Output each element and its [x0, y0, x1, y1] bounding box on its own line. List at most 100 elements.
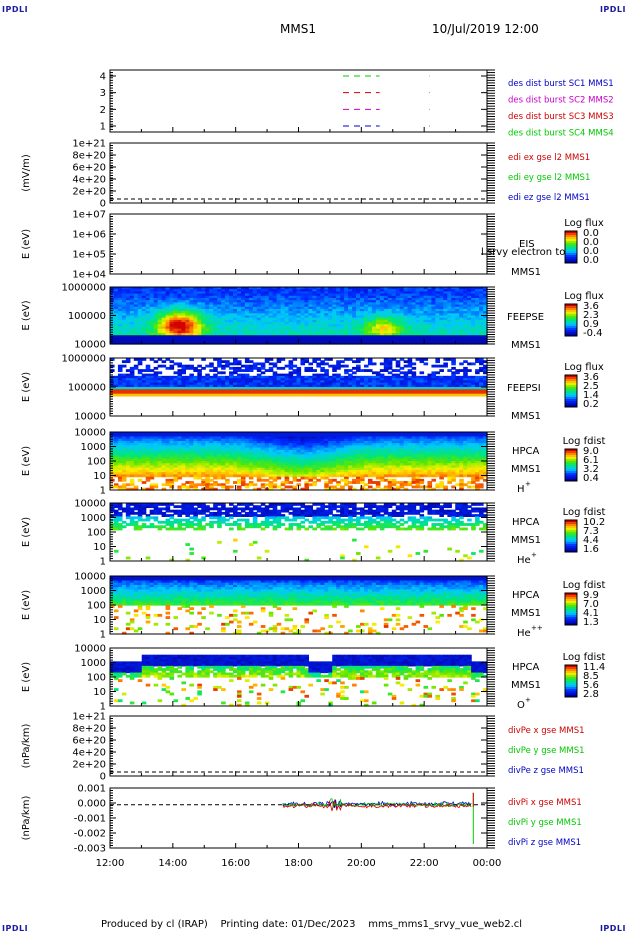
spectrogram-cell: [229, 474, 234, 477]
y-axis-label: E (eV): [21, 229, 32, 259]
spectrogram-cell: [185, 481, 190, 484]
spectrogram-cell: [285, 394, 290, 397]
spectrogram-cell: [332, 394, 337, 397]
spectrogram-cell: [225, 365, 230, 368]
spectrogram-cell: [130, 394, 135, 397]
spectrogram-cell: [225, 394, 230, 397]
spectrogram-cell: [181, 474, 186, 477]
legend-label: edi ez gse l2 MMS1: [508, 193, 590, 203]
spectrogram-cell: [368, 369, 373, 372]
spectrogram-cell: [185, 394, 190, 397]
spectrogram-cell: [241, 394, 246, 397]
spectrogram-cell: [237, 474, 242, 477]
spectrogram-cell: [173, 479, 178, 482]
spectrogram-cell: [122, 360, 127, 363]
spectrogram-cell: [221, 477, 226, 480]
spectrogram-cell: [177, 365, 182, 368]
spectrogram-cell: [237, 369, 242, 372]
spectrogram-cell: [304, 394, 309, 397]
spectrogram-cell: [237, 394, 242, 397]
spectrogram-cell: [217, 371, 222, 374]
spectrogram-cell: [265, 394, 270, 397]
y-tick-label: 10000: [74, 340, 106, 351]
spectrogram-cell: [300, 394, 305, 397]
spectrogram-cell: [221, 394, 226, 397]
spectrogram-cell: [384, 394, 389, 397]
spectrogram-cell: [297, 394, 302, 397]
spectrogram-cell: [388, 394, 393, 397]
spectrogram-cell: [459, 362, 464, 365]
spectrogram-cell: [197, 394, 202, 397]
spectrogram-cell: [146, 394, 151, 397]
spectrogram-cell: [427, 394, 432, 397]
spectrogram-cell: [245, 474, 250, 477]
panel-frame: [110, 70, 487, 132]
colorbar-tick-label: 0.0: [583, 255, 599, 266]
spectrogram-cell: [245, 394, 250, 397]
spectrogram-cell: [336, 367, 341, 370]
spectrogram-cell: [420, 371, 425, 374]
spectrogram-cell: [463, 394, 468, 397]
spectrogram-cell: [233, 362, 238, 365]
spectrogram-cell: [158, 371, 163, 374]
spectrogram-cell: [126, 394, 131, 397]
spectrogram-cell: [352, 367, 357, 370]
spectrogram-cell: [364, 369, 369, 372]
legend-label: edi ex gse l2 MMS1: [508, 153, 590, 163]
y-tick-label: 1e+06: [72, 230, 106, 241]
spectrogram-cell: [360, 369, 365, 372]
spectrogram-cell: [229, 367, 234, 370]
spectrogram-cell: [328, 394, 333, 397]
spectrogram-cell: [261, 371, 266, 374]
spectrogram-cell: [122, 479, 127, 482]
spectrogram-cell: [328, 365, 333, 368]
spectrogram-cell: [451, 367, 456, 370]
spectrogram-cell: [380, 362, 385, 365]
spectrogram-cell: [332, 369, 337, 372]
spectrogram-cell: [173, 394, 178, 397]
spectrogram-cell: [269, 369, 274, 372]
spectrogram-cell: [118, 394, 123, 397]
spectrogram-cell: [209, 479, 214, 482]
spectrogram-cell: [181, 486, 186, 489]
spectrogram-cell: [205, 394, 210, 397]
spectrogram-cell: [388, 371, 393, 374]
spectrogram-cell: [273, 365, 278, 368]
spectrogram-cell: [400, 371, 405, 374]
y-tick-label: 100000: [68, 311, 106, 322]
spectrogram-cell: [340, 394, 345, 397]
spectrogram-cell: [162, 474, 167, 477]
spectrogram-cell: [261, 367, 266, 370]
spectrogram-cell: [368, 394, 373, 397]
spectrogram-cell: [154, 394, 159, 397]
multi-panel-chart: 4321des dist burst SC1 MMS1des dist burs…: [0, 0, 630, 934]
spectrogram-cell: [229, 486, 234, 489]
spectrogram-cell: [170, 474, 175, 477]
spectrogram-cell: [209, 369, 214, 372]
spectrogram-cell: [372, 362, 377, 365]
spectrogram-cell: [233, 474, 238, 477]
y-tick-label: 3: [100, 88, 106, 99]
spectrogram-cell: [154, 367, 159, 370]
spacecraft-label: MMS1: [511, 411, 541, 422]
spectrogram-cell: [300, 362, 305, 365]
spectrogram-cell: [356, 394, 361, 397]
spectrogram-cell: [293, 371, 298, 374]
spectrogram-cell: [213, 483, 218, 486]
y-tick-label: 8e+20: [72, 151, 106, 162]
spectrogram-cell: [400, 394, 405, 397]
y-tick-label: 1e+07: [72, 210, 106, 221]
panel-frame: [110, 214, 487, 274]
overlay-label: l srvy electron to: [481, 247, 565, 258]
spectrogram-cell: [209, 474, 214, 477]
spectrogram-cell: [193, 369, 198, 372]
spectrogram-cell: [431, 365, 436, 368]
spectrogram-cell: [435, 365, 440, 368]
spectrogram-cell: [344, 394, 349, 397]
spectrogram-cell: [162, 483, 167, 486]
spectrogram-cell: [459, 394, 464, 397]
spectrogram-cell: [261, 394, 266, 397]
spacecraft-label: MMS1: [511, 267, 541, 278]
spectrogram-cell: [467, 394, 472, 397]
